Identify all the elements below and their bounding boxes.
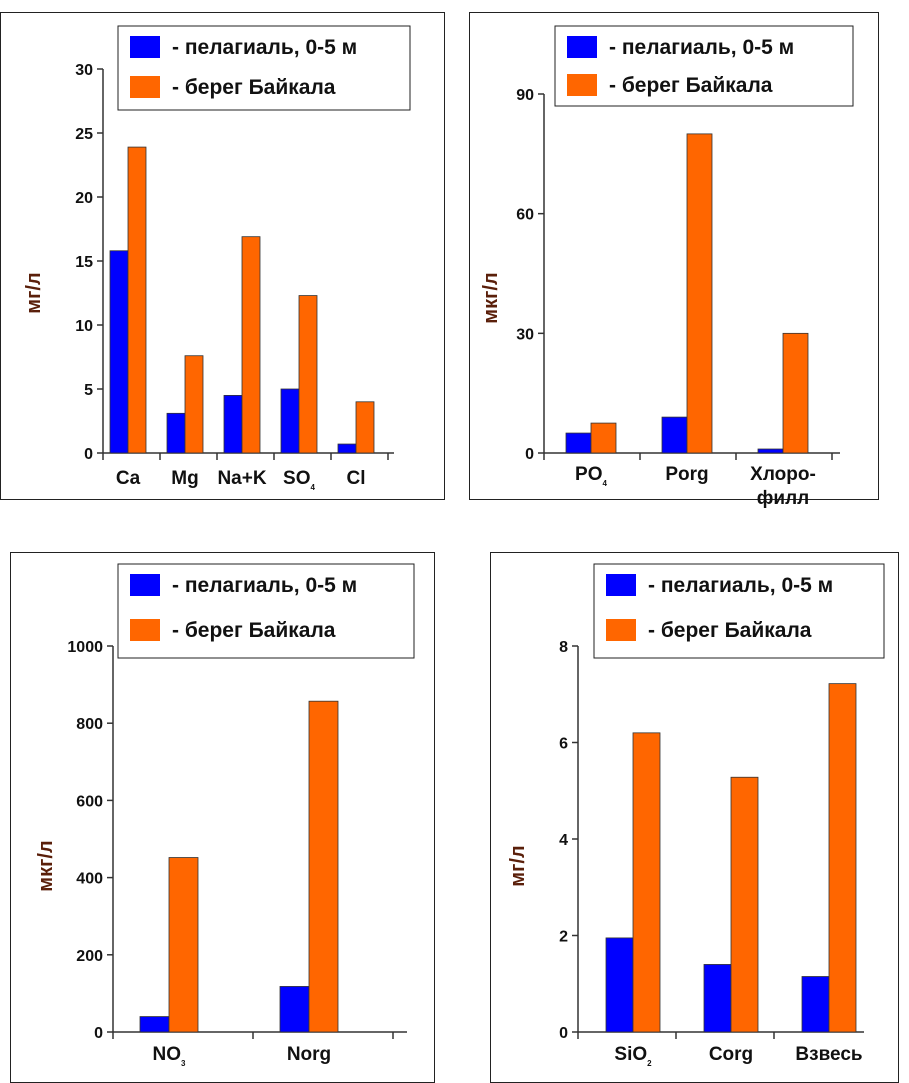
- bar-pelagial: [223, 394, 243, 454]
- chart-silica-carbon: 0 2 4 6 8 SiO2 Corg Взвесь мг/л - пелагиаль, 0-5 …: [480, 552, 909, 1083]
- y-tick-label: 1000: [67, 639, 103, 656]
- bar-pelagial: [279, 986, 310, 1033]
- chart-svg: 0 30 60 90 PO4 Porg Хлоро-филл мкг/л - пелагиаль…: [469, 12, 879, 509]
- legend-entry-label: - берег Байкала: [172, 619, 336, 642]
- legend-swatch: [130, 36, 160, 58]
- x-category-label: Porg: [665, 464, 708, 485]
- bar-pelagial: [139, 1016, 170, 1033]
- chart-major-ions: 0 5 10 15 20 25 30 Ca Mg Na+K SO4 Cl мг/л - пелагиаль…: [0, 0, 445, 512]
- legend-entry-label: - берег Байкала: [648, 619, 812, 642]
- bar-shore: [686, 133, 713, 454]
- y-tick-label: 8: [559, 639, 568, 656]
- x-category-label: NO3: [153, 1044, 187, 1068]
- chart-svg: 0 200 400 600 800 1000 NO3 Norg мкг/л - пелагиаль…: [10, 552, 435, 1083]
- y-axis-label: мкг/л: [35, 840, 57, 891]
- bar-shore: [730, 776, 759, 1033]
- bar-shore: [168, 857, 199, 1033]
- y-tick-label: 30: [75, 62, 93, 79]
- legend-entry-label: - берег Байкала: [609, 74, 773, 97]
- bar-pelagial: [166, 412, 186, 454]
- chart-svg: 0 2 4 6 8 SiO2 Corg Взвесь мг/л - пелагиаль, 0-5 …: [490, 552, 899, 1083]
- chart-phosphorus: 0 30 60 90 PO4 Porg Хлоро-филл мкг/л - пелагиаль…: [469, 0, 879, 512]
- x-category-label: Norg: [287, 1044, 331, 1065]
- y-tick-label: 2: [559, 929, 568, 946]
- legend-swatch: [606, 574, 636, 596]
- y-tick-label: 25: [75, 126, 93, 143]
- bar-pelagial: [109, 250, 129, 454]
- bar-shore: [590, 422, 617, 454]
- y-tick-label: 20: [75, 190, 93, 207]
- y-tick-label: 600: [76, 793, 103, 810]
- legend-box: [117, 563, 415, 659]
- bar-pelagial: [757, 448, 784, 454]
- legend-swatch: [130, 619, 160, 641]
- bar-pelagial: [280, 388, 300, 454]
- bar-pelagial: [703, 964, 732, 1033]
- bar-shore: [782, 332, 809, 454]
- bar-shore: [184, 355, 204, 454]
- bar-shore: [632, 732, 661, 1033]
- y-tick-label: 60: [516, 207, 534, 224]
- bar-pelagial: [565, 432, 592, 454]
- bar-shore: [127, 146, 147, 454]
- panel-frame: [0, 12, 445, 500]
- x-category-label: SiO2: [614, 1044, 652, 1068]
- y-axis-label: мг/л: [507, 845, 529, 886]
- legend-swatch: [130, 76, 160, 98]
- chart-svg: 0 5 10 15 20 25 30 Ca Mg Na+K SO4 Cl мг/л - пелагиаль…: [0, 12, 445, 500]
- legend-box: [117, 25, 411, 111]
- legend-entry-label: - берег Байкала: [172, 76, 336, 99]
- y-tick-label: 10: [75, 318, 93, 335]
- x-category-label: Na+K: [217, 468, 266, 489]
- y-tick-label: 200: [76, 948, 103, 965]
- legend-swatch: [567, 74, 597, 96]
- y-axis-label: мкг/л: [480, 272, 502, 323]
- bar-shore: [355, 401, 375, 454]
- legend-entry-label: - пелагиаль, 0-5 м: [648, 574, 833, 597]
- bar-pelagial: [605, 937, 634, 1033]
- legend-swatch: [606, 619, 636, 641]
- bar-pelagial: [661, 416, 688, 454]
- x-category-label: Mg: [171, 468, 198, 489]
- bar-shore: [828, 683, 857, 1033]
- y-tick-label: 400: [76, 871, 103, 888]
- bar-shore: [241, 236, 261, 454]
- x-category-label: Взвесь: [795, 1044, 862, 1065]
- legend-entry-label: - пелагиаль, 0-5 м: [609, 36, 794, 59]
- bar-pelagial: [337, 443, 357, 454]
- legend-entry-label: - пелагиаль, 0-5 м: [172, 36, 357, 59]
- y-tick-label: 0: [84, 446, 93, 463]
- y-tick-label: 0: [559, 1025, 568, 1042]
- y-tick-label: 0: [525, 446, 534, 463]
- y-tick-label: 0: [94, 1025, 103, 1042]
- bar-pelagial: [801, 976, 830, 1033]
- x-category-label: Хлоро-: [750, 464, 816, 485]
- legend-swatch: [567, 36, 597, 58]
- x-category-label: филл: [757, 488, 809, 509]
- y-tick-label: 90: [516, 87, 534, 104]
- legend-swatch: [130, 574, 160, 596]
- y-axis-label: мг/л: [23, 272, 45, 313]
- y-tick-label: 30: [516, 326, 534, 343]
- x-category-label: PO4: [575, 464, 607, 488]
- y-tick-label: 800: [76, 716, 103, 733]
- y-tick-label: 6: [559, 736, 568, 753]
- y-tick-label: 4: [559, 832, 568, 849]
- x-category-label: Cl: [347, 468, 366, 489]
- x-category-label: Corg: [709, 1044, 753, 1065]
- bar-shore: [298, 295, 318, 454]
- legend-box: [554, 25, 854, 107]
- panel-frame: [469, 12, 879, 500]
- legend-entry-label: - пелагиаль, 0-5 м: [172, 574, 357, 597]
- x-category-label: Ca: [116, 468, 141, 489]
- bar-shore: [308, 700, 339, 1033]
- y-tick-label: 15: [75, 254, 93, 271]
- legend-box: [593, 563, 885, 659]
- x-category-label: SO4: [283, 468, 315, 492]
- y-tick-label: 5: [84, 382, 93, 399]
- chart-nitrogen: 0 200 400 600 800 1000 NO3 Norg мкг/л - пелагиаль…: [0, 552, 445, 1083]
